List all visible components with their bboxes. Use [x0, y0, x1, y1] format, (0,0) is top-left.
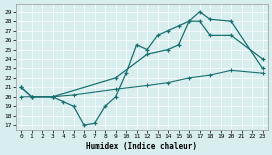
X-axis label: Humidex (Indice chaleur): Humidex (Indice chaleur): [86, 142, 197, 151]
